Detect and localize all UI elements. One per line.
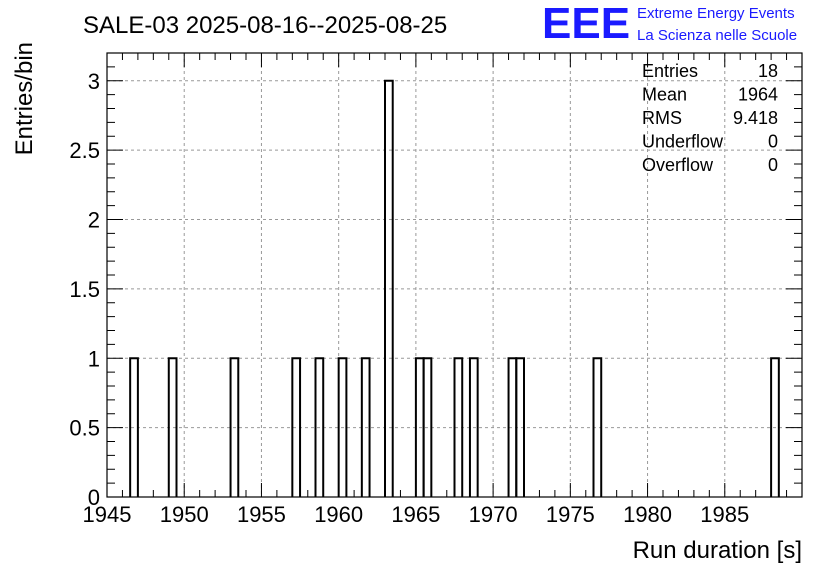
stat-label: Overflow — [642, 155, 714, 175]
x-tick-label: 1965 — [391, 502, 440, 527]
histogram-bar — [468, 357, 479, 497]
x-tick-labels: 1945 1950 1955 1960 1965 1970 1975 1980 1985 — [83, 502, 750, 527]
stat-value: 18 — [758, 61, 778, 81]
x-axis-label: Run duration [s] — [633, 537, 802, 564]
y-tick-label: 0 — [88, 485, 100, 510]
y-tick-label: 1 — [88, 346, 100, 371]
x-tick-label: 1985 — [700, 502, 749, 527]
y-tick-label: 0.5 — [69, 416, 100, 441]
statistics-box: Entries 18 Mean 1964 RMS 9.418 Underflow 0 Overf… — [642, 61, 778, 175]
axis-ticks — [106, 52, 803, 498]
histogram-bars — [129, 79, 780, 497]
logo-line-1: Extreme Energy Events — [637, 5, 795, 22]
stat-value: 1964 — [738, 85, 778, 105]
x-tick-label: 1955 — [237, 502, 286, 527]
y-tick-labels: 0 0.5 1 1.5 2 2.5 3 — [69, 69, 100, 510]
stat-label: Entries — [642, 61, 698, 81]
histogram-bar — [360, 357, 371, 497]
histogram-bar — [291, 357, 302, 497]
x-tick-label: 1975 — [546, 502, 595, 527]
stat-value: 0 — [768, 132, 778, 152]
y-tick-label: 1.5 — [69, 277, 100, 302]
stat-value: 9.418 — [733, 108, 778, 128]
histogram-bar — [453, 357, 464, 497]
y-tick-label: 2 — [88, 208, 100, 233]
histogram-bar — [314, 357, 325, 497]
histogram-bar — [592, 357, 603, 497]
stat-label: Underflow — [642, 132, 724, 152]
y-tick-label: 3 — [88, 69, 100, 94]
x-tick-label: 1980 — [623, 502, 672, 527]
x-tick-label: 1960 — [314, 502, 363, 527]
eee-logo: EEE Extreme Energy Events La Scienza nel… — [542, 0, 797, 48]
chart-title: SALE-03 2025-08-16--2025-08-25 — [83, 12, 447, 39]
stat-label: Mean — [642, 85, 687, 105]
histogram-bar — [515, 357, 525, 497]
y-tick-label: 2.5 — [69, 138, 100, 163]
histogram-bar — [229, 357, 240, 497]
logo-line-2: La Scienza nelle Scuole — [637, 27, 797, 44]
eee-logo-letters: EEE — [542, 0, 630, 48]
y-axis-label: Entries/bin — [11, 42, 38, 155]
histogram-bar — [770, 357, 780, 497]
histogram-bar — [337, 357, 348, 497]
histogram-bar — [129, 357, 139, 497]
histogram-bar — [167, 357, 178, 497]
histogram-bar — [384, 79, 394, 497]
grid-lines — [107, 53, 802, 497]
x-tick-label: 1950 — [160, 502, 209, 527]
stat-label: RMS — [642, 108, 682, 128]
histogram-bar — [422, 357, 433, 497]
x-tick-label: 1945 — [83, 502, 132, 527]
x-tick-label: 1970 — [469, 502, 518, 527]
stat-value: 0 — [768, 155, 778, 175]
